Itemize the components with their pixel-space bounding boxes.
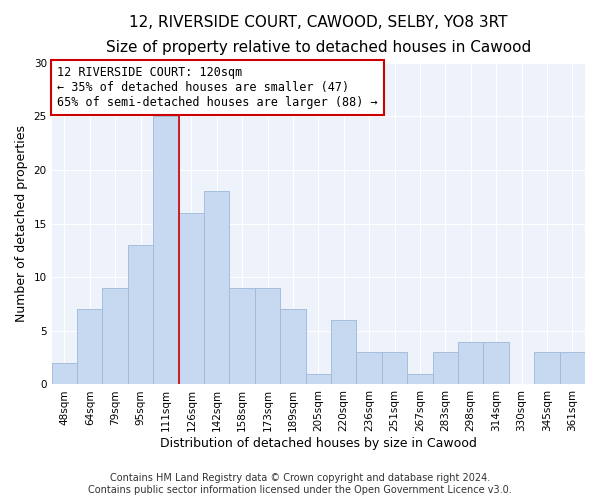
Bar xyxy=(407,374,433,384)
Bar xyxy=(229,288,255,384)
Text: Contains HM Land Registry data © Crown copyright and database right 2024.
Contai: Contains HM Land Registry data © Crown c… xyxy=(88,474,512,495)
Bar xyxy=(255,288,280,384)
Bar xyxy=(280,310,305,384)
Bar xyxy=(433,352,458,384)
Bar xyxy=(153,116,179,384)
Bar xyxy=(356,352,382,384)
Bar xyxy=(77,310,103,384)
Bar xyxy=(103,288,128,384)
Title: 12, RIVERSIDE COURT, CAWOOD, SELBY, YO8 3RT
Size of property relative to detache: 12, RIVERSIDE COURT, CAWOOD, SELBY, YO8 … xyxy=(106,15,531,54)
Text: 12 RIVERSIDE COURT: 120sqm
← 35% of detached houses are smaller (47)
65% of semi: 12 RIVERSIDE COURT: 120sqm ← 35% of deta… xyxy=(57,66,377,109)
Bar xyxy=(204,192,229,384)
X-axis label: Distribution of detached houses by size in Cawood: Distribution of detached houses by size … xyxy=(160,437,477,450)
Bar xyxy=(560,352,585,384)
Bar xyxy=(484,342,509,384)
Y-axis label: Number of detached properties: Number of detached properties xyxy=(15,125,28,322)
Bar xyxy=(382,352,407,384)
Bar xyxy=(305,374,331,384)
Bar xyxy=(534,352,560,384)
Bar xyxy=(128,245,153,384)
Bar xyxy=(458,342,484,384)
Bar xyxy=(179,213,204,384)
Bar xyxy=(52,363,77,384)
Bar xyxy=(331,320,356,384)
